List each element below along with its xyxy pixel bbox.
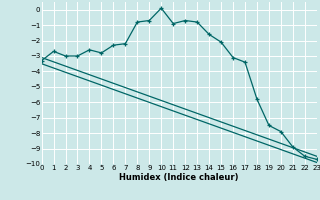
X-axis label: Humidex (Indice chaleur): Humidex (Indice chaleur) [119, 173, 239, 182]
